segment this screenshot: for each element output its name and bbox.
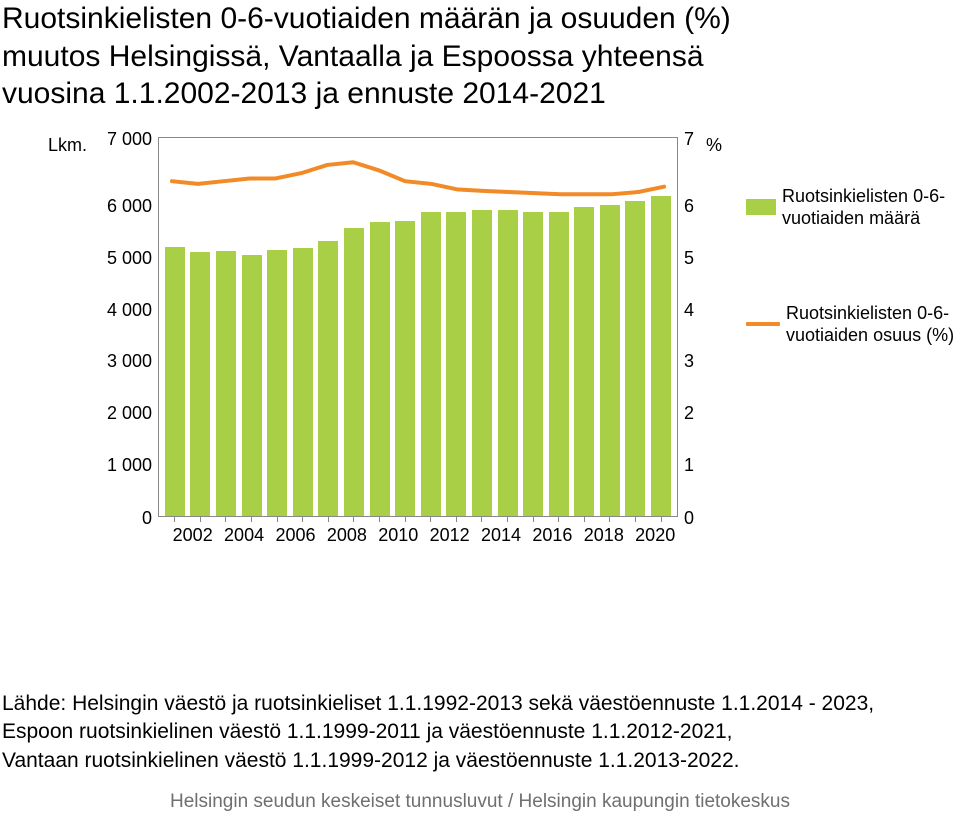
chart-box: 7 0006 0005 0004 0003 0002 0001 0000 765… [102,137,702,517]
y-right-tick: 2 [684,404,694,422]
bar [267,250,287,516]
title-line-2: muutos Helsingissä, Vantaalla ja Espooss… [2,40,704,73]
y-axis-left-ticks: 7 0006 0005 0004 0003 0002 0001 0000 [102,137,158,517]
x-axis-ticks [159,516,677,522]
bar [395,221,415,515]
x-tick-label: 2012 [427,525,473,546]
y-right-tick: 5 [684,249,694,267]
bar [574,207,594,515]
y-left-tick: 1 000 [107,456,152,474]
title-line-3: vuosina 1.1.2002-2013 ja ennuste 2014-20… [2,77,606,110]
legend-item-bars: Ruotsinkielisten 0-6-vuotiaiden määrä [746,185,954,230]
y-left-tick: 3 000 [107,352,152,370]
bar [370,222,390,515]
bar [446,212,466,516]
y-right-tick: 0 [684,509,694,527]
bar [190,252,210,515]
bar [421,212,441,516]
x-tick-label: 2008 [324,525,370,546]
y-left-tick: 7 000 [107,129,152,147]
bars-swatch-icon [746,199,776,215]
figure: Lkm. 7 0006 0005 0004 0003 0002 0001 000… [0,137,960,546]
source-line-3: Vantaan ruotsinkielinen väestö 1.1.1999-… [2,749,740,772]
legend: Ruotsinkielisten 0-6-vuotiaiden määrä Ru… [746,185,954,347]
bar [600,205,620,516]
x-tick-label: 2010 [375,525,421,546]
source-line-1: Lähde: Helsingin väestö ja ruotsinkielis… [2,692,874,715]
y-right-tick: 3 [684,352,694,370]
y-left-tick: 4 000 [107,301,152,319]
bar [472,210,492,515]
title-line-1: Ruotsinkielisten 0-6-vuotiaiden määrän j… [2,2,731,35]
y-right-tick: 1 [684,456,694,474]
bar [165,247,185,516]
x-axis-labels: 200220042006 20082010 201220142016 20182020 [164,525,684,546]
bar [293,248,313,515]
y-right-tick: 6 [684,197,694,215]
bar [216,251,236,515]
bar [651,196,671,515]
bar [625,201,645,516]
x-tick-label: 2016 [529,525,575,546]
x-tick-label: 2004 [221,525,267,546]
x-tick-label: 2002 [170,525,216,546]
y-right-tick: 4 [684,301,694,319]
y-left-tick: 6 000 [107,197,152,215]
y-right-tick: 7 [684,129,694,147]
page-title: Ruotsinkielisten 0-6-vuotiaiden määrän j… [0,0,960,113]
x-tick-label: 2006 [272,525,318,546]
bar [498,210,518,515]
source-line-2: Espoon ruotsinkielinen väestö 1.1.1999-2… [2,720,732,743]
line-swatch-icon [746,322,780,326]
y-left-tick: 0 [142,509,152,527]
x-tick-label: 2020 [632,525,678,546]
y-axis-right-ticks: 76543210 [678,137,702,517]
x-tick-label: 2018 [581,525,627,546]
y-left-tick: 5 000 [107,249,152,267]
legend-bars-label: Ruotsinkielisten 0-6-vuotiaiden määrä [782,185,945,230]
bar [549,212,569,516]
bar [523,212,543,516]
legend-line-label: Ruotsinkielisten 0-6-vuotiaiden osuus (%… [786,302,954,347]
footer: Helsingin seudun keskeiset tunnusluvut /… [0,791,960,813]
y-axis-right-title: % [706,135,728,156]
source-text: Lähde: Helsingin väestö ja ruotsinkielis… [2,690,940,775]
x-tick-label: 2014 [478,525,524,546]
bar-series [159,138,677,516]
bar [318,241,338,515]
plot-area [158,137,678,517]
y-axis-left-title: Lkm. [48,135,96,156]
y-left-tick: 2 000 [107,404,152,422]
bar [344,228,364,516]
chart-column: 7 0006 0005 0004 0003 0002 0001 0000 765… [102,137,702,546]
legend-item-line: Ruotsinkielisten 0-6-vuotiaiden osuus (%… [746,302,954,347]
bar [242,255,262,516]
